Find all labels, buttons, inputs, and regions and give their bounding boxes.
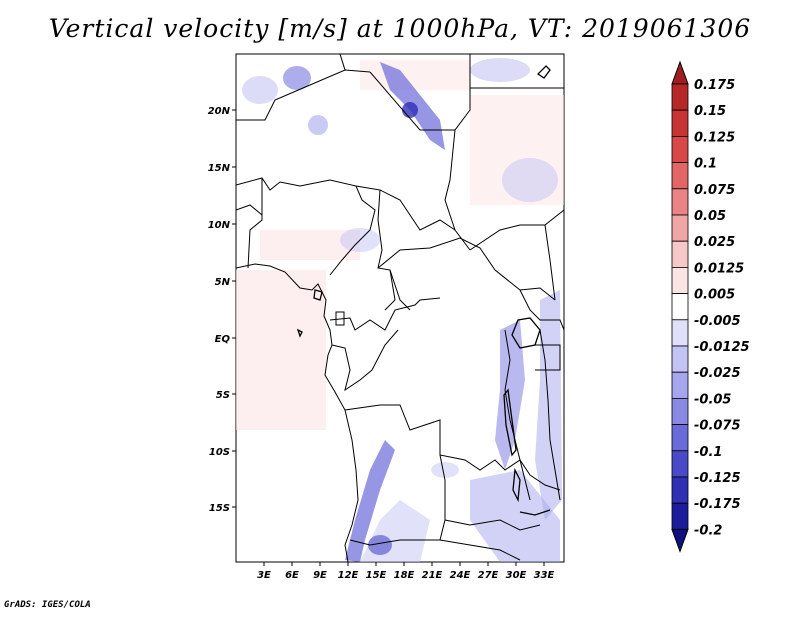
lon-label: 21E [422,570,443,581]
colorbar-label: -0.05 [694,392,731,407]
colorbar-label: -0.125 [694,471,741,486]
colorbar-label: -0.2 [694,523,722,538]
lat-label: 5S [216,390,230,401]
latitude-labels: 20N 15N 10N 5N EQ 5S 10S 15S [208,106,231,514]
colorbar-label: 0.175 [694,78,735,93]
colorbar-segment [671,266,689,294]
lat-label: EQ [215,334,231,345]
colorbar-segment [671,450,689,478]
lon-label: 9E [313,570,327,581]
lat-label: 10N [208,220,231,231]
colorbar-label: 0.0125 [694,261,744,276]
colorbar-segment [671,502,689,530]
colorbar-segment [671,240,689,268]
colorbar-label: 0.15 [694,104,726,119]
colorbar-label: 0.025 [694,235,735,250]
lon-label: 33E [534,570,555,581]
lat-label: 15S [209,503,230,514]
colorbar-label: -0.1 [694,445,722,460]
lon-label: 12E [338,570,359,581]
colorbar-segment [671,109,689,137]
lon-label: 3E [257,570,271,581]
lat-label: 20N [208,106,231,117]
colorbar-label: 0.005 [694,288,735,303]
lon-label: 15E [366,570,387,581]
colorbar-segment [671,397,689,425]
lon-label: 27E [478,570,499,581]
map-ticks [232,109,545,566]
colorbar-segment [671,476,689,504]
colorbar-bottom-triangle [671,528,689,553]
credit-text: GrADS: IGES/COLA [4,600,91,610]
lakes [296,65,551,516]
colorbar-top-triangle [671,60,689,85]
colorbar-segment [671,214,689,242]
colorbar-segment [671,135,689,163]
colorbar-segment [671,83,689,111]
colorbar-label: -0.0125 [694,340,750,355]
colorbar-label: -0.175 [694,497,741,512]
colorbar-segment [671,293,689,321]
velocity-field [236,58,564,562]
colorbar-segment [671,188,689,216]
boundaries [236,54,564,562]
lat-label: 5N [215,277,231,288]
lat-label: 10S [209,447,230,458]
colorbar-label: -0.005 [694,314,741,329]
lon-label: 18E [394,570,415,581]
colorbar-label: 0.075 [694,183,735,198]
colorbar-segment [671,424,689,452]
colorbar-label: -0.075 [694,419,741,434]
colorbar-segment [671,371,689,399]
colorbar-label: -0.025 [694,366,741,381]
lat-label: 15N [208,163,231,174]
longitude-labels: 3E 6E 9E 12E 15E 18E 21E 24E 27E 30E 33E [257,570,554,581]
chart-title: Vertical velocity [m/s] at 1000hPa, VT: … [48,14,752,43]
colorbar: 0.175 0.15 0.125 0.1 0.075 0.05 0.025 0.0125 0.0… [671,60,750,553]
colorbar-label: 0.1 [694,157,717,172]
colorbar-segment [671,162,689,190]
colorbar-label: 0.05 [694,209,726,224]
colorbar-label: 0.125 [694,130,735,145]
lon-label: 6E [285,570,299,581]
lon-label: 24E [450,570,471,581]
colorbar-segment [671,319,689,347]
lon-label: 30E [506,570,527,581]
colorbar-segment [671,345,689,373]
